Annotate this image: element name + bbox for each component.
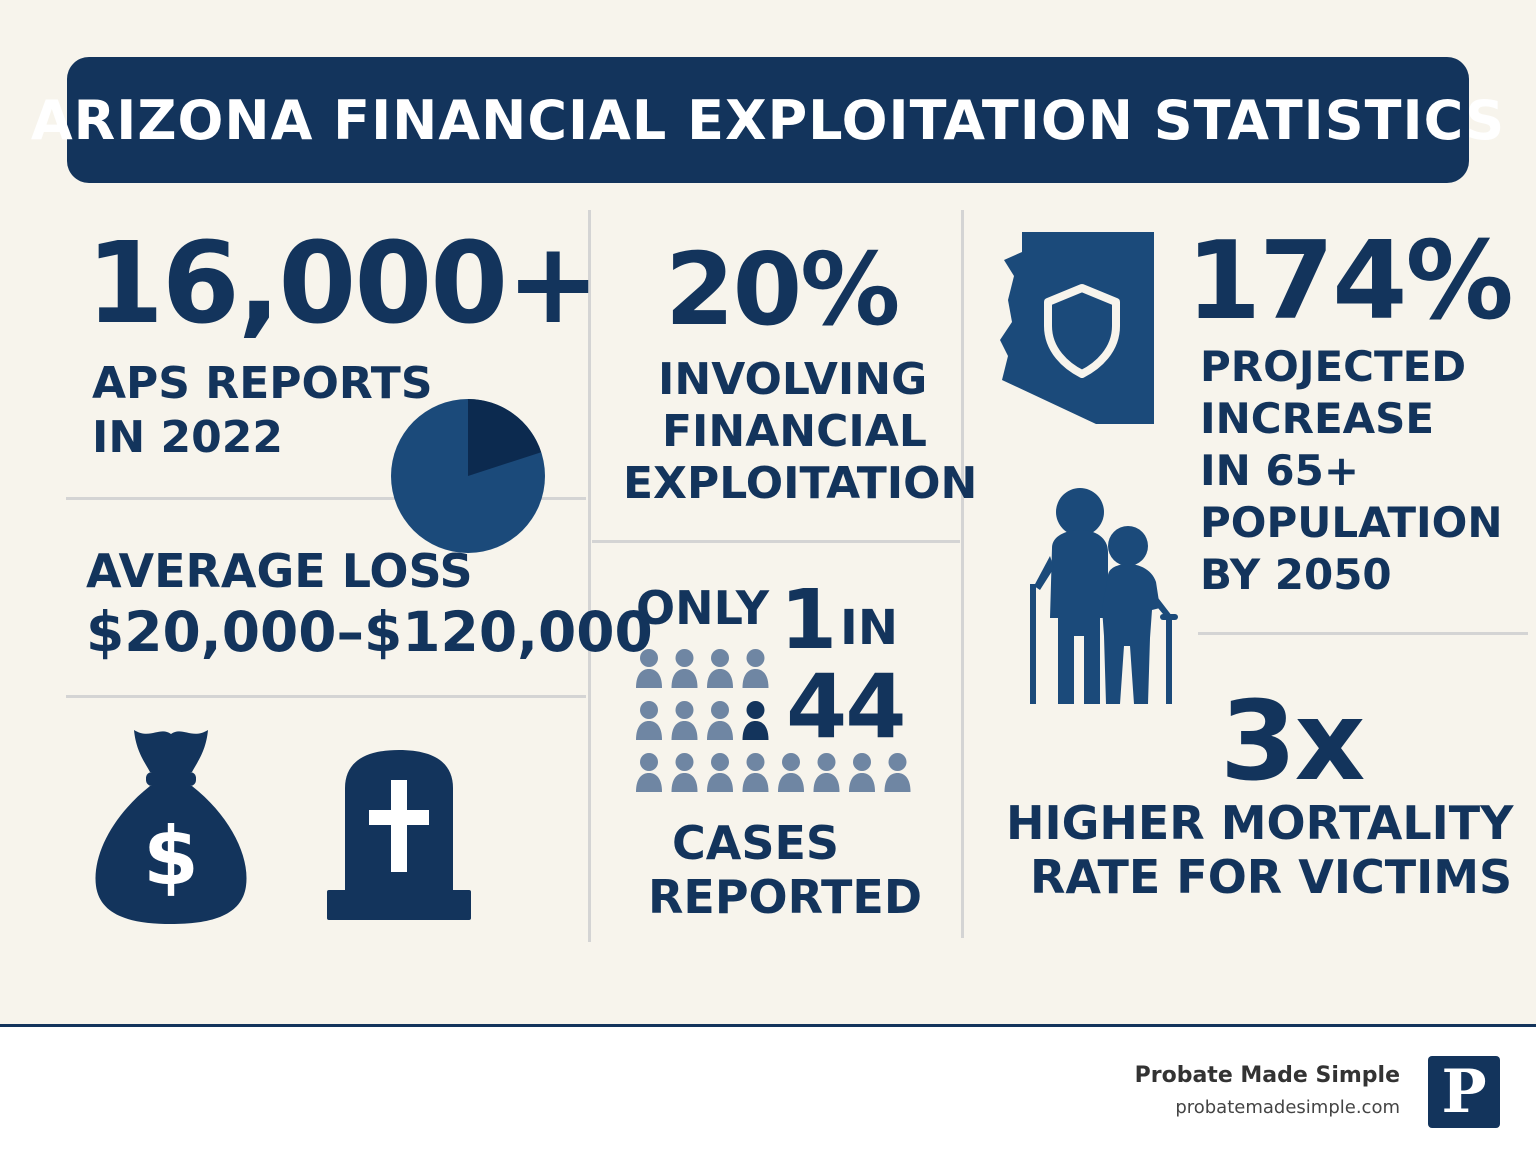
growth-value: 174% (1186, 219, 1514, 344)
reporting-in: IN (840, 600, 899, 656)
growth-label-5: BY 2050 (1200, 550, 1392, 599)
reporting-only: ONLY (636, 581, 770, 635)
pie-highlight-slice (468, 399, 542, 476)
gravestone-icon (327, 750, 471, 920)
divider (66, 497, 586, 500)
brand-logo-letter: P (1441, 1057, 1487, 1127)
svg-text:$: $ (143, 810, 199, 903)
reporting-num-1: 1 (780, 573, 837, 668)
footer (0, 1024, 1536, 1157)
person-figure (636, 649, 662, 688)
brand-logo: P (1428, 1056, 1500, 1128)
divider (1198, 632, 1528, 635)
growth-label-3: IN 65+ (1200, 446, 1360, 495)
person-figure (636, 753, 662, 792)
loss-label: AVERAGE LOSS (86, 544, 473, 598)
financial-share-label-2: FINANCIAL (662, 406, 927, 457)
reporting-label-1: CASES (672, 816, 840, 870)
arizona-shield-icon (1000, 232, 1154, 424)
person-figure (742, 649, 769, 688)
people-grid-icon (636, 649, 911, 792)
person-figure (813, 753, 840, 792)
growth-label-1: PROJECTED (1200, 342, 1467, 391)
divider (588, 210, 591, 942)
pie-chart-icon (391, 399, 545, 553)
divider (66, 695, 586, 698)
person-figure (671, 753, 698, 792)
reporting-num-44: 44 (786, 655, 906, 758)
mortality-label-1: HIGHER MORTALITY (1006, 796, 1514, 850)
divider (961, 210, 964, 938)
loss-value: $20,000–$120,000 (86, 600, 653, 664)
mortality-label-2: RATE FOR VICTIMS (1030, 850, 1513, 904)
reporting-label-2: REPORTED (648, 870, 923, 924)
growth-label-4: POPULATION (1200, 498, 1503, 547)
financial-share-value: 20% (665, 231, 900, 348)
person-figure (707, 701, 733, 740)
title-banner: ARIZONA FINANCIAL EXPLOITATION STATISTIC… (31, 57, 1504, 183)
brand-name: Probate Made Simple (1134, 1063, 1400, 1088)
financial-share-label-3: EXPLOITATION (623, 458, 978, 509)
mortality-value: 3x (1220, 677, 1365, 805)
person-figure (707, 649, 733, 688)
reports-label-1: APS REPORTS (92, 358, 433, 409)
person-figure (636, 701, 662, 740)
reports-value: 16,000+ (86, 219, 600, 349)
page-title: ARIZONA FINANCIAL EXPLOITATION STATISTIC… (30, 88, 1506, 152)
person-figure (778, 753, 804, 792)
elderly-couple-icon (1030, 488, 1178, 704)
divider (592, 540, 960, 543)
financial-share-label-1: INVOLVING (658, 354, 928, 405)
money-bag-icon: $ (95, 730, 247, 924)
person-figure (671, 649, 698, 688)
brand-url[interactable]: probatemadesimple.com (1175, 1097, 1400, 1118)
reports-label-2: IN 2022 (92, 412, 283, 463)
person-figure (884, 753, 911, 792)
person-figure (671, 701, 698, 740)
person-figure (742, 753, 769, 792)
person-figure (849, 753, 875, 792)
person-figure (707, 753, 733, 792)
growth-label-2: INCREASE (1200, 394, 1435, 443)
person-figure (742, 701, 769, 740)
